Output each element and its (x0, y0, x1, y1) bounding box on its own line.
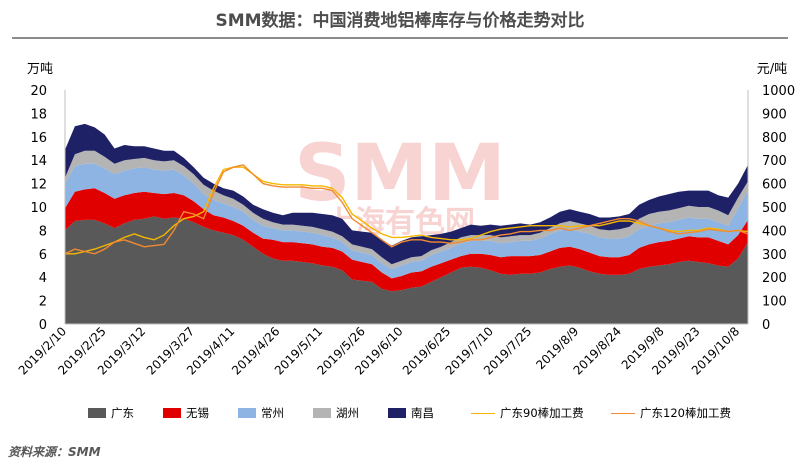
legend-label: 广东90棒加工费 (500, 406, 584, 420)
right-tick-label: 700 (762, 154, 787, 169)
right-tick-label: 600 (762, 178, 787, 193)
right-tick-label: 300 (762, 248, 787, 263)
legend-item: 无锡 (163, 404, 209, 422)
legend-label: 常州 (261, 406, 284, 420)
right-tick-label: 500 (762, 201, 787, 216)
area-series-0 (65, 216, 748, 324)
left-tick-label: 2 (39, 295, 47, 310)
legend-label: 无锡 (186, 406, 209, 420)
right-tick-label: 1000 (762, 84, 795, 99)
area-series-3 (65, 150, 748, 269)
legend-swatch (313, 408, 331, 418)
left-tick-label: 10 (30, 201, 47, 216)
line-series-1 (64, 164, 749, 255)
legend-item: 广东90棒加工费 (471, 404, 584, 422)
left-tick-label: 12 (30, 178, 47, 193)
legend-item: 湖州 (313, 404, 359, 422)
left-tick-label: 6 (39, 248, 47, 263)
legend-item: 南昌 (388, 404, 434, 422)
source-note: 资料来源：SMM (8, 445, 101, 459)
right-tick-label: 0 (762, 318, 770, 333)
legend: 广东 无锡 常州 湖州 南昌 广东90棒加工费 广东120棒加工费 (88, 404, 731, 422)
legend-label: 湖州 (336, 406, 359, 420)
right-tick-label: 100 (762, 295, 787, 310)
legend-swatch (471, 412, 495, 414)
legend-item: 常州 (238, 404, 284, 422)
right-tick-label: 400 (762, 224, 787, 239)
right-tick-label: 800 (762, 131, 787, 146)
legend-swatch (163, 408, 181, 418)
area-series-1 (65, 188, 748, 292)
legend-item: 广东120棒加工费 (611, 404, 731, 422)
watermark-logo: SMM (294, 129, 505, 219)
right-tick-label: 900 (762, 107, 787, 122)
left-axis-unit: 万吨 (27, 62, 53, 77)
legend-label: 广东120棒加工费 (640, 406, 731, 420)
left-tick-label: 8 (39, 224, 47, 239)
legend-item: 广东 (88, 404, 134, 422)
left-tick-label: 0 (39, 318, 47, 333)
left-tick-label: 4 (39, 271, 47, 286)
legend-swatch (88, 408, 106, 418)
right-axis-unit: 元/吨 (757, 62, 787, 77)
right-tick-label: 200 (762, 271, 787, 286)
chart-title: SMM数据：中国消费地铝棒库存与价格走势对比 (215, 11, 585, 31)
legend-label: 广东 (111, 406, 134, 420)
title-divider (12, 37, 788, 39)
legend-swatch (238, 408, 256, 418)
left-tick-label: 14 (30, 154, 47, 169)
left-tick-label: 16 (30, 131, 47, 146)
left-tick-label: 20 (30, 84, 47, 99)
legend-swatch (388, 408, 406, 418)
area-series-2 (65, 163, 748, 279)
legend-swatch (611, 412, 635, 414)
left-tick-label: 18 (30, 107, 47, 122)
legend-label: 南昌 (411, 406, 434, 420)
